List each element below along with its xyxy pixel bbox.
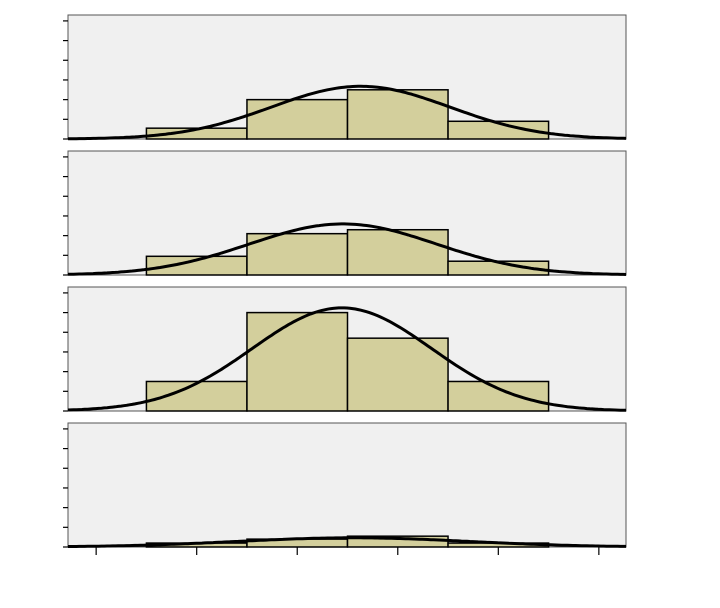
normal-curve: [68, 536, 626, 548]
bar: [447, 380, 550, 412]
normal-curve: [67, 84, 627, 141]
bar: [246, 98, 349, 140]
bar: [346, 337, 449, 412]
bar: [346, 228, 449, 276]
normal-curve: [67, 306, 626, 412]
bar: [246, 311, 349, 412]
bar: [447, 120, 550, 140]
bar: [346, 89, 449, 140]
plot-area: [67, 422, 627, 548]
normal-curve: [68, 222, 627, 276]
